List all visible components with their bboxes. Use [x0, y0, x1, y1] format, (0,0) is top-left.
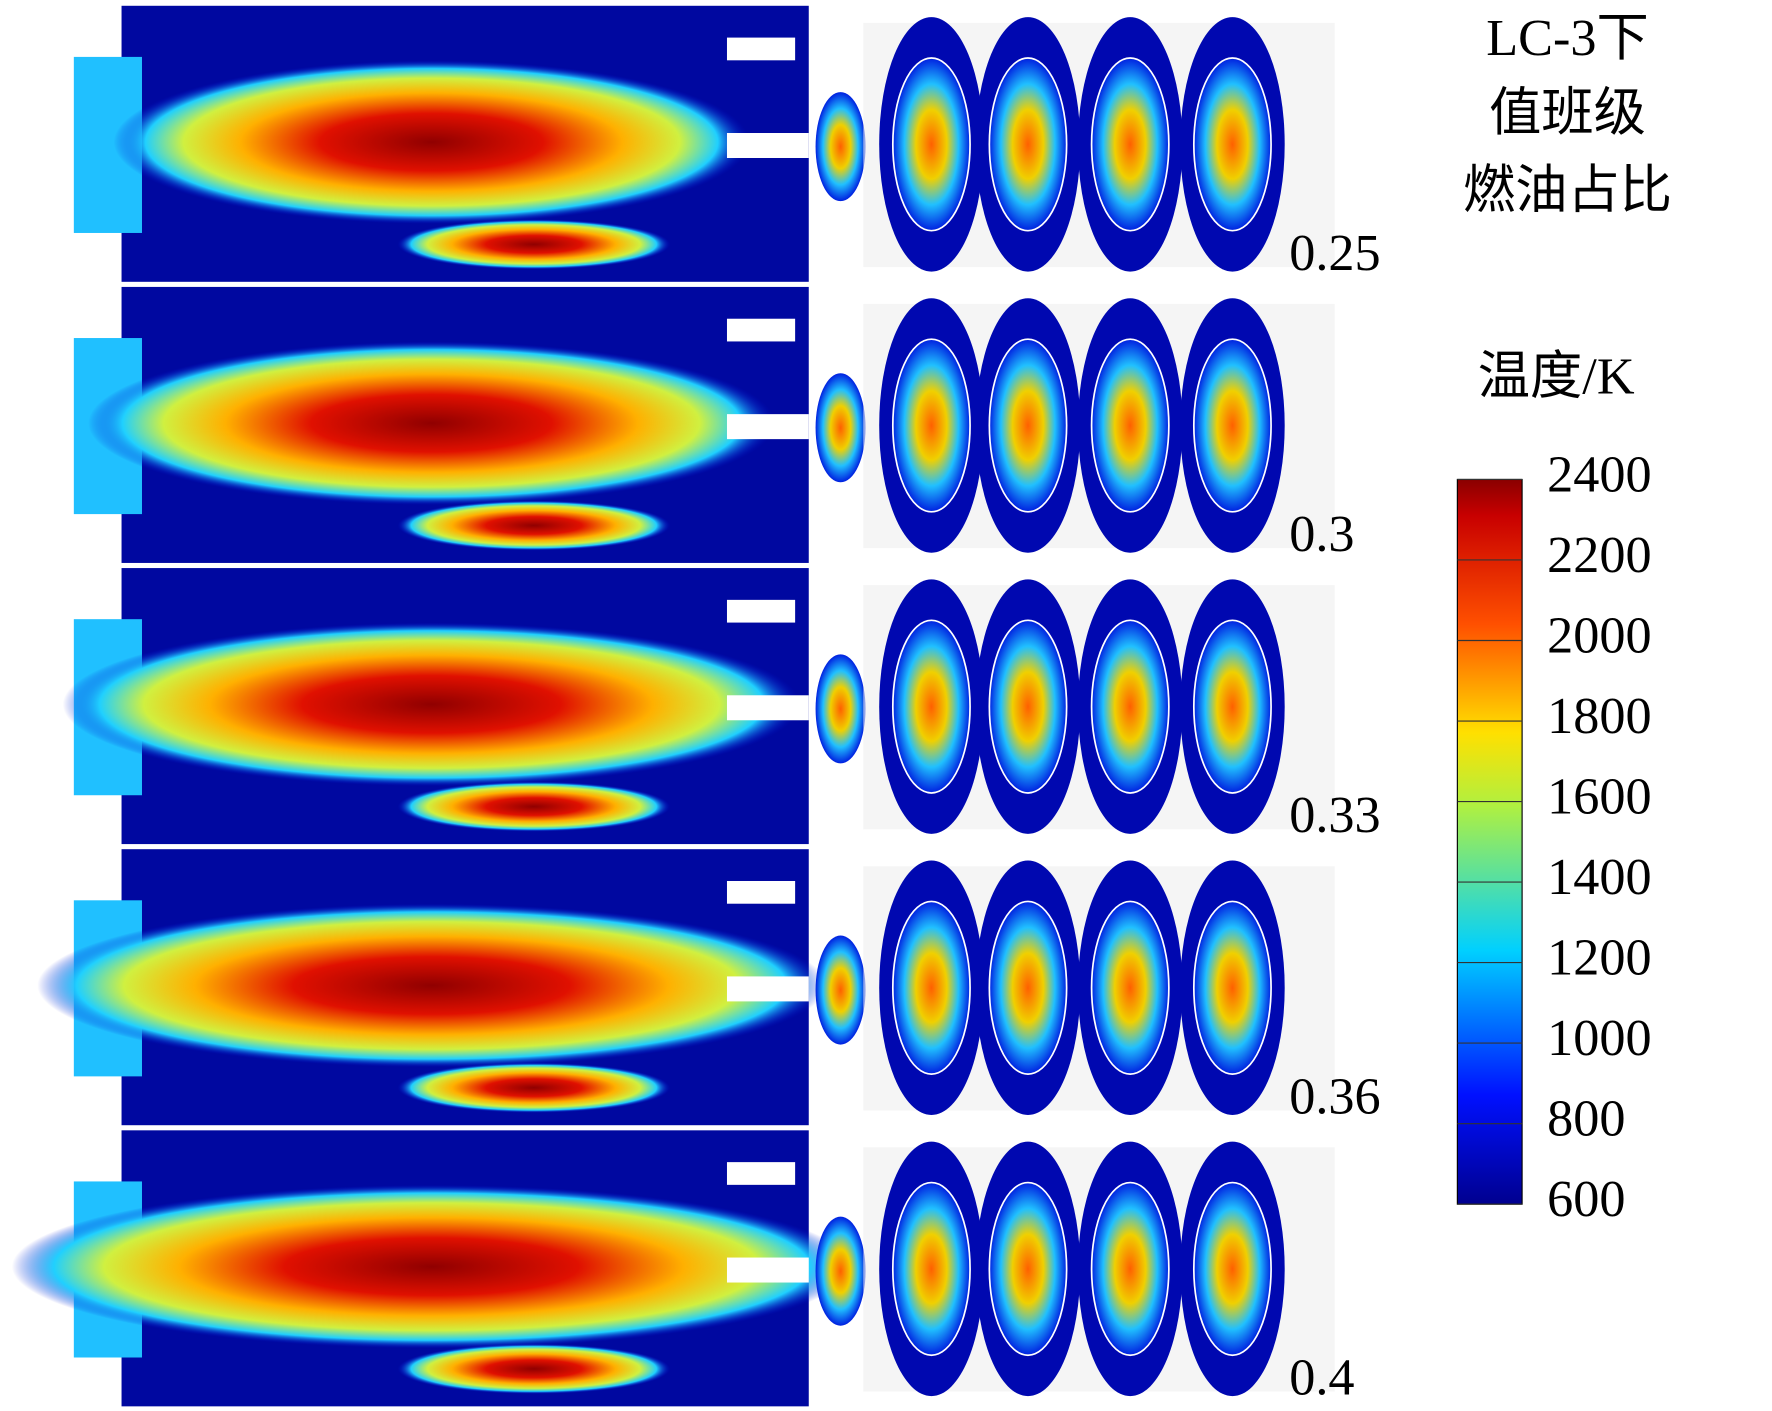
- title-line: 燃油占比: [1463, 161, 1672, 219]
- main-flame: [62, 622, 801, 787]
- contour-row: 0.3: [73, 286, 1355, 563]
- section-core: [1192, 619, 1272, 794]
- section-core: [988, 338, 1068, 513]
- section-core: [891, 619, 971, 794]
- colorbar-tick-label: 2400: [1547, 445, 1652, 503]
- row-label: 0.4: [1289, 1348, 1354, 1406]
- colorbar: [1456, 478, 1523, 1205]
- nozzle: [726, 1257, 809, 1283]
- section-core: [1192, 57, 1272, 232]
- lower-flame: [397, 1062, 671, 1113]
- main-flame: [88, 341, 776, 506]
- section-core: [1192, 900, 1272, 1075]
- main-flame: [113, 60, 750, 224]
- colorbar-tick-label: 2200: [1547, 526, 1652, 584]
- section-core: [1192, 1181, 1272, 1357]
- colorbar-tick-label: 600: [1547, 1170, 1625, 1228]
- contour-rows: 0.25 0.3 0.33 0.36 0.4: [11, 5, 1381, 1406]
- contour-row: 0.36: [37, 849, 1381, 1125]
- contour-row: 0.25: [73, 5, 1381, 282]
- main-flame: [37, 903, 827, 1068]
- lower-flame: [397, 1343, 671, 1394]
- lower-flame: [397, 500, 671, 551]
- row-label: 0.25: [1289, 224, 1380, 282]
- colorbar-title: 温度/K: [1478, 348, 1635, 406]
- section-core: [891, 900, 971, 1075]
- lower-flame: [397, 219, 671, 270]
- row-label: 0.3: [1289, 505, 1354, 563]
- colorbar-tick-label: 1800: [1547, 687, 1652, 745]
- nozzle: [726, 695, 809, 721]
- row-label: 0.36: [1289, 1067, 1380, 1125]
- section-disc: [815, 1216, 866, 1326]
- lower-flame: [397, 781, 671, 832]
- nozzle: [726, 1162, 796, 1185]
- colorbar-tick-label: 1600: [1547, 768, 1652, 826]
- colorbar-tick-label: 800: [1547, 1090, 1625, 1148]
- section-core: [1090, 619, 1170, 794]
- section-disc: [815, 92, 866, 202]
- section-core: [988, 619, 1068, 794]
- section-core: [1090, 900, 1170, 1075]
- colorbar-tick-label: 1000: [1547, 1009, 1652, 1067]
- section-disc: [815, 935, 866, 1045]
- colorbar-tick-label: 1400: [1547, 848, 1652, 906]
- section-disc: [815, 654, 866, 764]
- section-core: [1192, 338, 1272, 513]
- nozzle: [726, 37, 796, 61]
- section-core: [891, 57, 971, 232]
- title-line: LC-3下: [1486, 9, 1649, 67]
- section-core: [988, 900, 1068, 1075]
- nozzle: [726, 880, 796, 904]
- main-flame: [11, 1184, 852, 1349]
- row-label: 0.33: [1289, 786, 1380, 844]
- section-core: [1090, 338, 1170, 513]
- section-core: [988, 57, 1068, 232]
- nozzle: [726, 599, 796, 623]
- nozzle: [726, 414, 809, 440]
- section-core: [891, 1181, 971, 1357]
- nozzle: [726, 318, 796, 342]
- title-line: 值班级: [1489, 84, 1646, 142]
- section-core: [1090, 57, 1170, 232]
- colorbar-tick-label: 1200: [1547, 929, 1652, 987]
- section-core: [988, 1181, 1068, 1357]
- section-core: [891, 338, 971, 513]
- section-disc: [815, 373, 866, 483]
- colorbar-tick-label: 2000: [1547, 606, 1652, 664]
- nozzle: [726, 976, 809, 1002]
- section-core: [1090, 1181, 1170, 1357]
- contour-row: 0.4: [11, 1130, 1355, 1406]
- nozzle: [726, 133, 809, 158]
- contour-row: 0.33: [62, 568, 1381, 844]
